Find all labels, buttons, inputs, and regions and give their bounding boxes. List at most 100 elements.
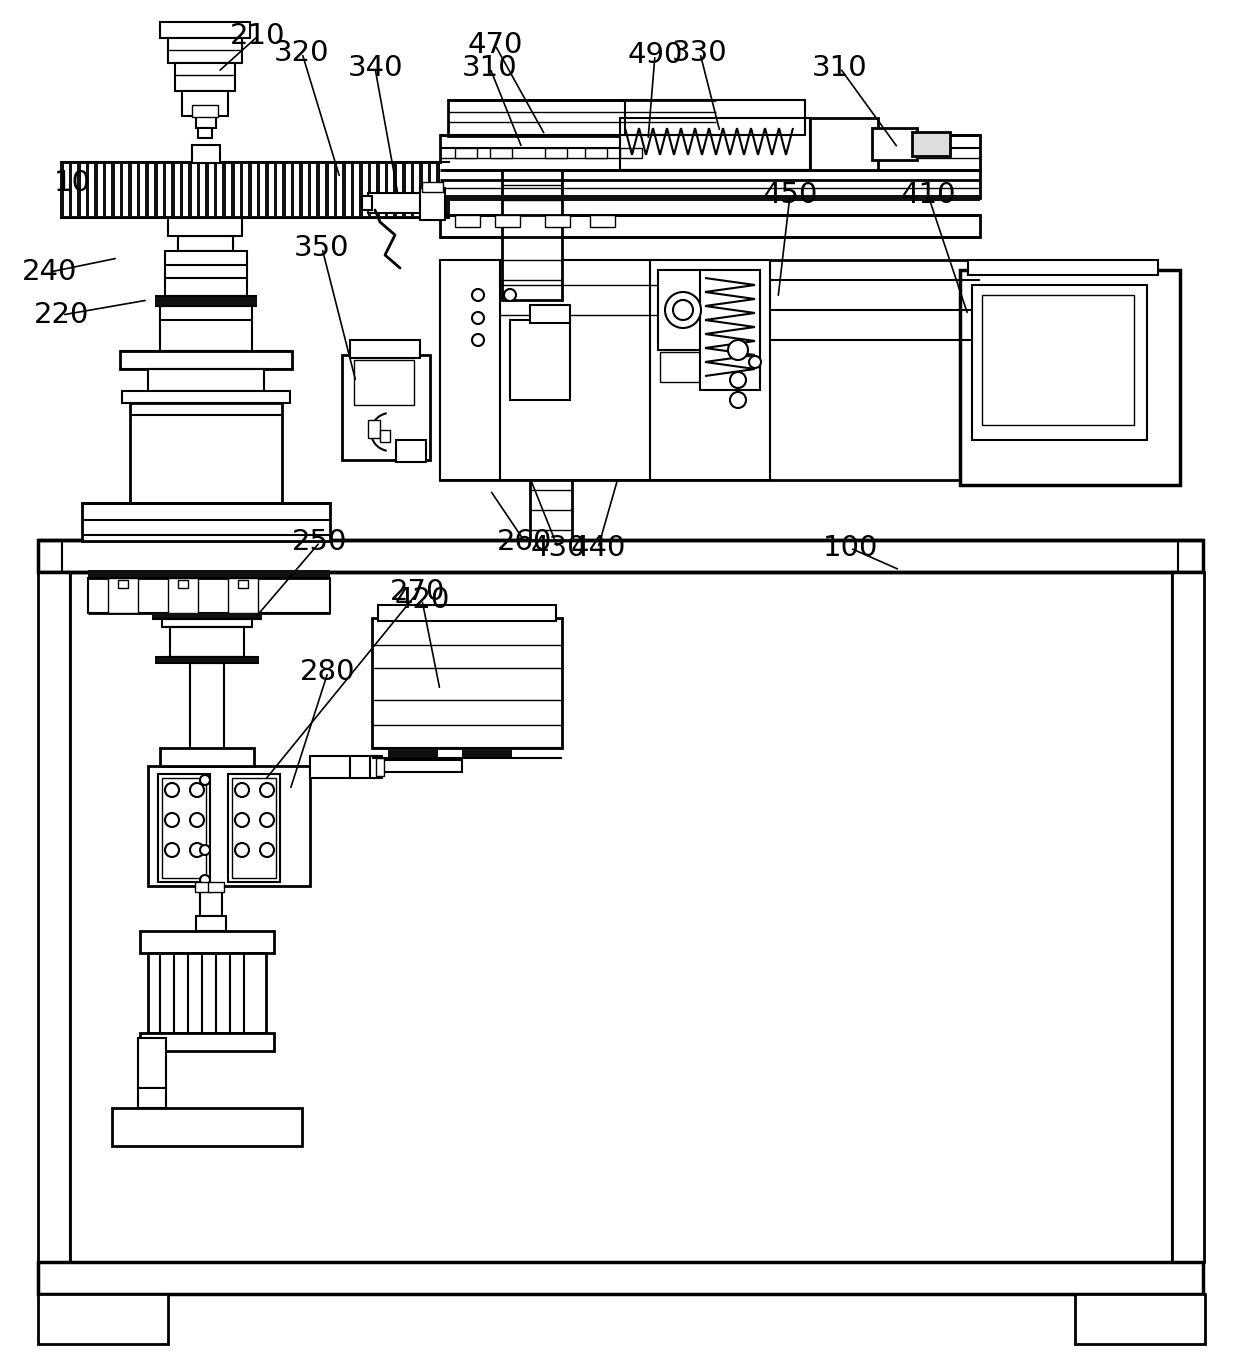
Bar — [440, 134, 980, 170]
Bar — [38, 572, 69, 1261]
Bar — [157, 775, 210, 882]
Circle shape — [260, 843, 274, 857]
Bar — [650, 260, 770, 480]
Bar — [440, 165, 445, 217]
Bar — [179, 236, 233, 251]
Bar — [184, 165, 188, 217]
Circle shape — [200, 845, 210, 856]
Circle shape — [200, 875, 210, 886]
Bar — [192, 165, 197, 217]
Text: 260: 260 — [497, 528, 553, 557]
Text: 250: 250 — [293, 528, 347, 557]
Text: 350: 350 — [294, 234, 350, 262]
Text: 340: 340 — [347, 53, 403, 82]
Bar — [370, 755, 382, 777]
Bar — [182, 90, 228, 117]
Bar — [660, 352, 706, 383]
Text: 490: 490 — [627, 41, 683, 69]
Bar — [495, 215, 520, 228]
Bar — [1075, 1294, 1205, 1344]
Bar — [277, 165, 281, 217]
Bar — [420, 188, 445, 219]
Circle shape — [472, 335, 484, 345]
Bar — [372, 618, 562, 749]
Bar — [376, 758, 384, 776]
Circle shape — [260, 813, 274, 827]
Bar — [195, 882, 211, 893]
Bar — [165, 251, 247, 296]
Text: 10: 10 — [53, 169, 91, 197]
Bar — [414, 165, 419, 217]
Bar — [422, 182, 443, 192]
Bar — [294, 165, 299, 217]
Bar — [105, 165, 112, 217]
Text: 320: 320 — [274, 38, 330, 67]
Bar — [701, 270, 760, 389]
Circle shape — [673, 300, 693, 319]
Bar — [243, 165, 248, 217]
Bar — [379, 165, 384, 217]
Bar — [81, 165, 86, 217]
Bar — [625, 100, 805, 134]
Circle shape — [236, 843, 249, 857]
Bar — [423, 165, 428, 217]
Text: 330: 330 — [672, 38, 728, 67]
Bar — [371, 165, 376, 217]
Text: 310: 310 — [463, 53, 518, 82]
Text: 310: 310 — [812, 53, 868, 82]
Bar — [82, 503, 330, 542]
Text: 410: 410 — [900, 181, 956, 208]
Bar — [155, 296, 257, 306]
Bar — [502, 170, 562, 300]
Circle shape — [730, 392, 746, 409]
Bar — [60, 162, 450, 218]
Bar — [130, 403, 281, 503]
Bar — [175, 165, 180, 217]
Circle shape — [165, 783, 179, 797]
Circle shape — [472, 289, 484, 302]
Bar — [192, 106, 218, 117]
Bar — [911, 132, 950, 156]
Bar — [179, 580, 188, 588]
Bar — [64, 165, 69, 217]
Bar — [529, 304, 570, 324]
Bar — [362, 196, 372, 210]
Bar — [368, 193, 423, 213]
Bar — [140, 1032, 274, 1052]
Bar — [38, 1261, 1203, 1294]
Bar — [167, 218, 242, 236]
Text: 240: 240 — [22, 258, 78, 287]
Bar — [89, 165, 94, 217]
Bar — [388, 749, 438, 758]
Bar — [346, 165, 351, 217]
Bar — [162, 618, 252, 627]
Bar — [303, 165, 308, 217]
Text: 270: 270 — [391, 579, 445, 606]
Bar — [198, 128, 212, 138]
Circle shape — [165, 813, 179, 827]
Bar — [382, 760, 463, 772]
Bar — [353, 361, 414, 404]
Bar — [232, 777, 277, 877]
Circle shape — [236, 783, 249, 797]
Bar — [269, 165, 274, 217]
Bar — [118, 580, 128, 588]
Bar — [160, 306, 252, 351]
Bar — [432, 165, 436, 217]
Bar — [228, 775, 280, 882]
Bar — [463, 749, 512, 758]
Bar — [620, 148, 642, 158]
Bar — [658, 270, 708, 350]
Bar — [286, 165, 291, 217]
Bar — [810, 118, 878, 170]
Bar — [138, 1089, 166, 1108]
Bar — [115, 165, 120, 217]
Text: 100: 100 — [822, 533, 878, 562]
Bar — [490, 148, 512, 158]
Bar — [148, 953, 267, 1032]
Bar — [378, 605, 556, 621]
Bar — [226, 165, 231, 217]
Bar — [160, 22, 250, 38]
Bar — [363, 165, 368, 217]
Bar — [196, 916, 226, 931]
